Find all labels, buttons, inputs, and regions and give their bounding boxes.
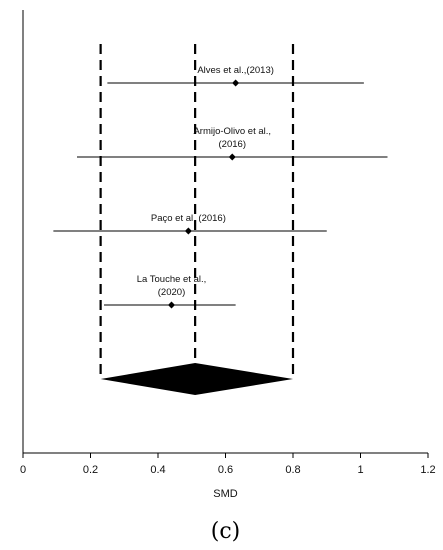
study-label: (2016) <box>219 139 246 150</box>
study-label: Armijo-Olivo et al., <box>193 126 271 137</box>
x-axis-ticks: 0 0.2 0.4 0.6 0.8 1 1.2 <box>20 453 436 476</box>
x-tick-label: 0.8 <box>285 464 300 476</box>
study-label: (2020) <box>158 287 185 298</box>
x-tick-label: 1 <box>357 464 363 476</box>
panel-label: (c) <box>211 519 241 544</box>
x-tick-label: 1.2 <box>420 464 435 476</box>
point-estimate-marker <box>228 153 236 161</box>
point-estimate-marker <box>184 227 192 235</box>
pooled-diamond <box>100 363 293 395</box>
x-tick-label: 0 <box>20 464 26 476</box>
study-row: La Touche et al., (2020) <box>104 274 236 309</box>
point-estimate-marker <box>168 301 175 309</box>
x-tick-label: 0.4 <box>150 464 165 476</box>
reference-lines <box>99 44 295 379</box>
pooled-estimate <box>100 363 293 395</box>
x-axis-title: SMD <box>213 488 238 500</box>
study-row: Armijo-Olivo et al., (2016) <box>77 126 388 161</box>
study-label: Alves et al.,(2013) <box>197 65 274 76</box>
study-label: La Touche et al., <box>137 274 207 285</box>
point-estimate-marker <box>232 79 240 87</box>
x-tick-label: 0.2 <box>83 464 98 476</box>
study-row: Alves et al.,(2013) <box>107 65 364 87</box>
study-rows: Alves et al.,(2013) Armijo-Olivo et al., (… <box>53 65 388 309</box>
study-label: Paço et al. (2016) <box>151 213 226 224</box>
x-tick-label: 0.6 <box>218 464 233 476</box>
study-row: Paço et al. (2016) <box>53 213 327 235</box>
